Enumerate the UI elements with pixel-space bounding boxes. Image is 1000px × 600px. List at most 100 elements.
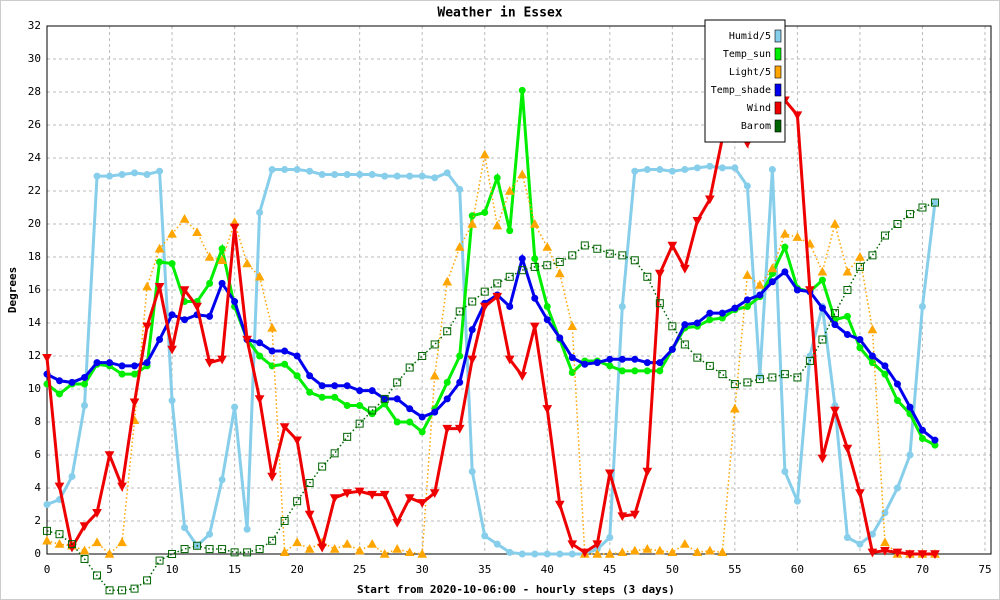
x-tick-label: 70: [916, 563, 929, 576]
y-tick-label: 2: [34, 514, 41, 527]
point: [356, 171, 364, 178]
point: [931, 436, 939, 444]
point: [430, 340, 439, 349]
point: [692, 217, 703, 226]
point: [856, 540, 864, 548]
point: [781, 243, 789, 251]
y-tick-label: 8: [34, 415, 41, 428]
point: [579, 548, 590, 558]
point: [706, 309, 714, 317]
point: [681, 321, 689, 329]
point: [880, 231, 889, 240]
point: [418, 413, 426, 421]
point: [193, 541, 202, 550]
point: [793, 286, 801, 294]
x-tick-label: 50: [666, 563, 679, 576]
point: [693, 164, 701, 172]
point: [493, 279, 502, 288]
point: [393, 378, 402, 387]
point: [667, 241, 678, 251]
legend-label: Barom: [741, 121, 771, 132]
point: [543, 261, 552, 270]
point: [142, 322, 152, 332]
point: [830, 406, 840, 416]
point: [118, 171, 126, 178]
point: [218, 476, 226, 484]
point: [179, 286, 190, 296]
point: [68, 378, 76, 386]
point: [256, 352, 264, 360]
point: [492, 220, 503, 230]
point: [93, 571, 102, 580]
point: [418, 172, 426, 180]
y-tick-label: 32: [28, 19, 41, 32]
x-tick-label: 35: [478, 563, 491, 576]
point: [643, 272, 652, 281]
point: [606, 362, 614, 370]
point: [154, 283, 165, 292]
point: [531, 255, 539, 263]
point: [881, 370, 889, 378]
point: [131, 362, 139, 370]
point: [856, 336, 864, 343]
point: [404, 494, 415, 503]
point: [743, 303, 751, 310]
plot-area: [42, 26, 940, 595]
point: [493, 540, 501, 548]
point: [679, 539, 690, 548]
point: [930, 198, 939, 207]
legend-label: Temp_shade: [711, 85, 771, 96]
point: [504, 185, 515, 195]
point: [518, 86, 526, 94]
point: [254, 395, 265, 404]
y-tick-label: 30: [28, 52, 41, 65]
point: [543, 550, 551, 558]
point: [143, 576, 152, 585]
point: [218, 545, 227, 554]
legend-label: Light/5: [729, 67, 771, 78]
point: [406, 405, 414, 413]
point: [230, 548, 239, 557]
point: [618, 251, 627, 260]
point: [468, 326, 476, 334]
point: [543, 316, 551, 324]
point: [867, 324, 878, 334]
point: [268, 166, 276, 174]
point: [280, 517, 289, 525]
point: [931, 199, 939, 207]
point: [668, 345, 676, 353]
point: [54, 539, 65, 548]
point: [792, 232, 803, 241]
point: [805, 356, 814, 365]
point: [817, 266, 828, 276]
point: [168, 260, 176, 268]
point: [604, 548, 615, 558]
point: [167, 228, 177, 238]
point: [630, 256, 639, 265]
point: [793, 373, 802, 382]
point: [481, 208, 489, 216]
point: [906, 403, 914, 411]
point: [818, 276, 826, 284]
point: [329, 544, 340, 553]
point: [292, 436, 302, 446]
point: [631, 167, 639, 175]
y-tick-label: 14: [28, 316, 42, 329]
point: [629, 545, 640, 555]
point: [56, 390, 64, 398]
point: [631, 367, 639, 375]
point: [481, 532, 489, 540]
point: [705, 361, 714, 370]
point: [255, 545, 264, 554]
point: [643, 367, 651, 375]
point: [131, 169, 139, 177]
y-tick-label: 22: [28, 184, 41, 197]
legend-swatch: [774, 119, 782, 133]
point: [717, 547, 728, 557]
point: [830, 309, 839, 318]
point: [342, 489, 353, 498]
point: [104, 451, 115, 461]
point: [442, 276, 453, 286]
point: [768, 278, 776, 286]
point: [305, 479, 314, 488]
